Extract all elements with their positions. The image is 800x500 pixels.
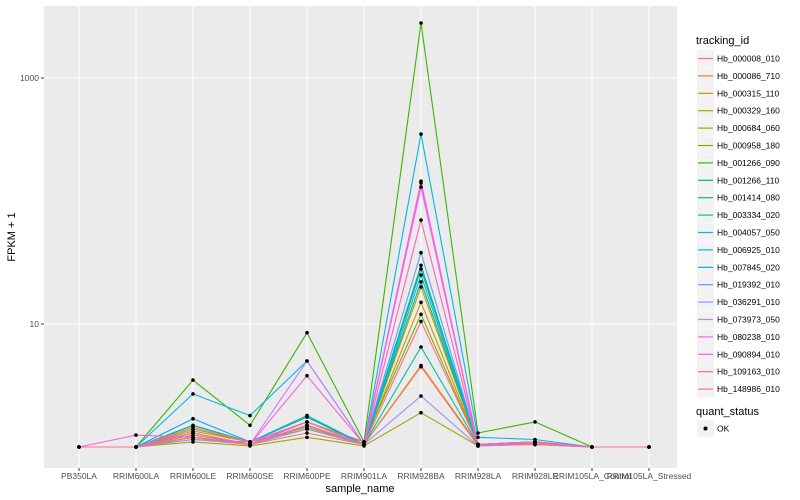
- data-point: [419, 185, 423, 189]
- x-tick-label: RRIM600LE: [170, 471, 217, 481]
- data-point: [305, 423, 309, 428]
- data-point: [305, 435, 309, 440]
- legend-label: Hb_080238_010: [717, 332, 780, 342]
- data-point: [419, 363, 423, 368]
- legend-label: Hb_000008_010: [717, 54, 780, 64]
- data-point: [191, 431, 195, 435]
- legend-label: Hb_004057_050: [717, 228, 780, 238]
- data-point: [476, 442, 480, 447]
- legend-label: Hb_019392_010: [717, 280, 780, 290]
- legend-label: Hb_001266_090: [717, 158, 780, 168]
- x-tick-label: RRIM600LA: [113, 471, 160, 481]
- legend-label: Hb_003334_020: [717, 210, 780, 220]
- data-point: [191, 378, 195, 382]
- legend-label: Hb_036291_010: [717, 297, 780, 307]
- data-point: [533, 442, 537, 447]
- x-axis: PB350LA RRIM600LA RRIM600LE RRIM600SE RRIM60…: [61, 468, 692, 481]
- data-points: [77, 21, 651, 449]
- data-point: [419, 300, 423, 305]
- legend-label: Hb_001266_110: [717, 175, 780, 185]
- data-point: [476, 435, 480, 440]
- data-point: [419, 394, 423, 398]
- data-point: [248, 423, 252, 428]
- x-tick-label: RRIM105LA_Stressed: [607, 471, 692, 481]
- data-point: [134, 445, 138, 449]
- legend-items: Hb_000008_010 Hb_000086_710 Hb_000315_110 H…: [697, 50, 780, 398]
- legend-point-label: OK: [717, 424, 730, 434]
- data-point: [305, 413, 309, 418]
- y-axis: 10 1000: [20, 73, 44, 329]
- data-point: [419, 250, 423, 255]
- legend-label: Hb_006925_010: [717, 245, 780, 255]
- x-tick-label: RRIM901LA: [341, 471, 388, 481]
- x-tick-label: RRIM105LA_Control: [553, 471, 632, 481]
- x-axis-title: sample_name: [325, 483, 394, 495]
- data-point: [305, 330, 309, 335]
- legend-label: Hb_000684_060: [717, 123, 780, 133]
- data-point: [419, 21, 423, 25]
- legend-label: Hb_001414_080: [717, 193, 780, 203]
- legend-label: Hb_000958_180: [717, 141, 780, 151]
- data-point: [362, 442, 366, 447]
- data-point: [305, 373, 309, 378]
- data-point: [419, 312, 423, 317]
- legend-title: tracking_id: [696, 35, 749, 47]
- data-point: [419, 267, 423, 271]
- x-tick-label: RRIM928LE: [512, 471, 559, 481]
- legend-point-marker: [703, 426, 708, 431]
- grid: [44, 6, 677, 468]
- x-tick-label: RRIM600PE: [283, 471, 331, 481]
- x-tick-label: RRIM928BA: [397, 471, 445, 481]
- data-point: [419, 345, 423, 349]
- data-point: [647, 445, 651, 449]
- data-point: [362, 440, 366, 444]
- legend-label: Hb_000315_110: [717, 88, 780, 98]
- data-point: [419, 410, 423, 415]
- legend-label: Hb_090894_010: [717, 349, 780, 359]
- data-point: [191, 392, 195, 396]
- legend-label: Hb_000329_160: [717, 106, 780, 116]
- y-tick-label: 10: [30, 319, 40, 329]
- x-tick-label: RRIM600SE: [226, 471, 274, 481]
- data-point: [419, 263, 423, 268]
- data-point: [419, 218, 423, 222]
- data-point: [419, 132, 423, 136]
- legend: tracking_id Hb_000008_010Hb_000086_710Hb…: [696, 35, 780, 437]
- legend-label: Hb_007845_020: [717, 262, 780, 272]
- data-point: [134, 433, 138, 437]
- x-tick-label: PB350LA: [61, 471, 97, 481]
- data-point: [248, 442, 252, 447]
- data-point: [305, 431, 309, 435]
- data-point: [419, 273, 423, 277]
- data-point: [248, 413, 252, 418]
- y-axis-title: FPKM + 1: [6, 212, 18, 261]
- y-tick-label: 1000: [20, 73, 39, 83]
- data-point: [533, 440, 537, 444]
- legend-label: Hb_109163_010: [717, 367, 780, 377]
- x-tick-label: RRIM928LA: [455, 471, 502, 481]
- data-point: [191, 425, 195, 430]
- data-point: [590, 445, 594, 449]
- data-point: [191, 435, 195, 440]
- data-point: [419, 280, 423, 284]
- data-point: [419, 319, 423, 324]
- data-point: [77, 445, 81, 449]
- data-point: [248, 440, 252, 444]
- data-point: [191, 416, 195, 421]
- legend-label: Hb_148986_010: [717, 384, 780, 394]
- data-point: [476, 431, 480, 435]
- data-point: [533, 420, 537, 424]
- legend-label: Hb_000086_710: [717, 71, 780, 81]
- data-point: [419, 179, 423, 183]
- data-point: [305, 420, 309, 424]
- legend-label: Hb_073973_050: [717, 315, 780, 325]
- data-point: [305, 359, 309, 363]
- data-point: [419, 285, 423, 289]
- data-point: [305, 427, 309, 431]
- legend-point-title: quant_status: [696, 406, 759, 418]
- plot-panel: [44, 6, 677, 468]
